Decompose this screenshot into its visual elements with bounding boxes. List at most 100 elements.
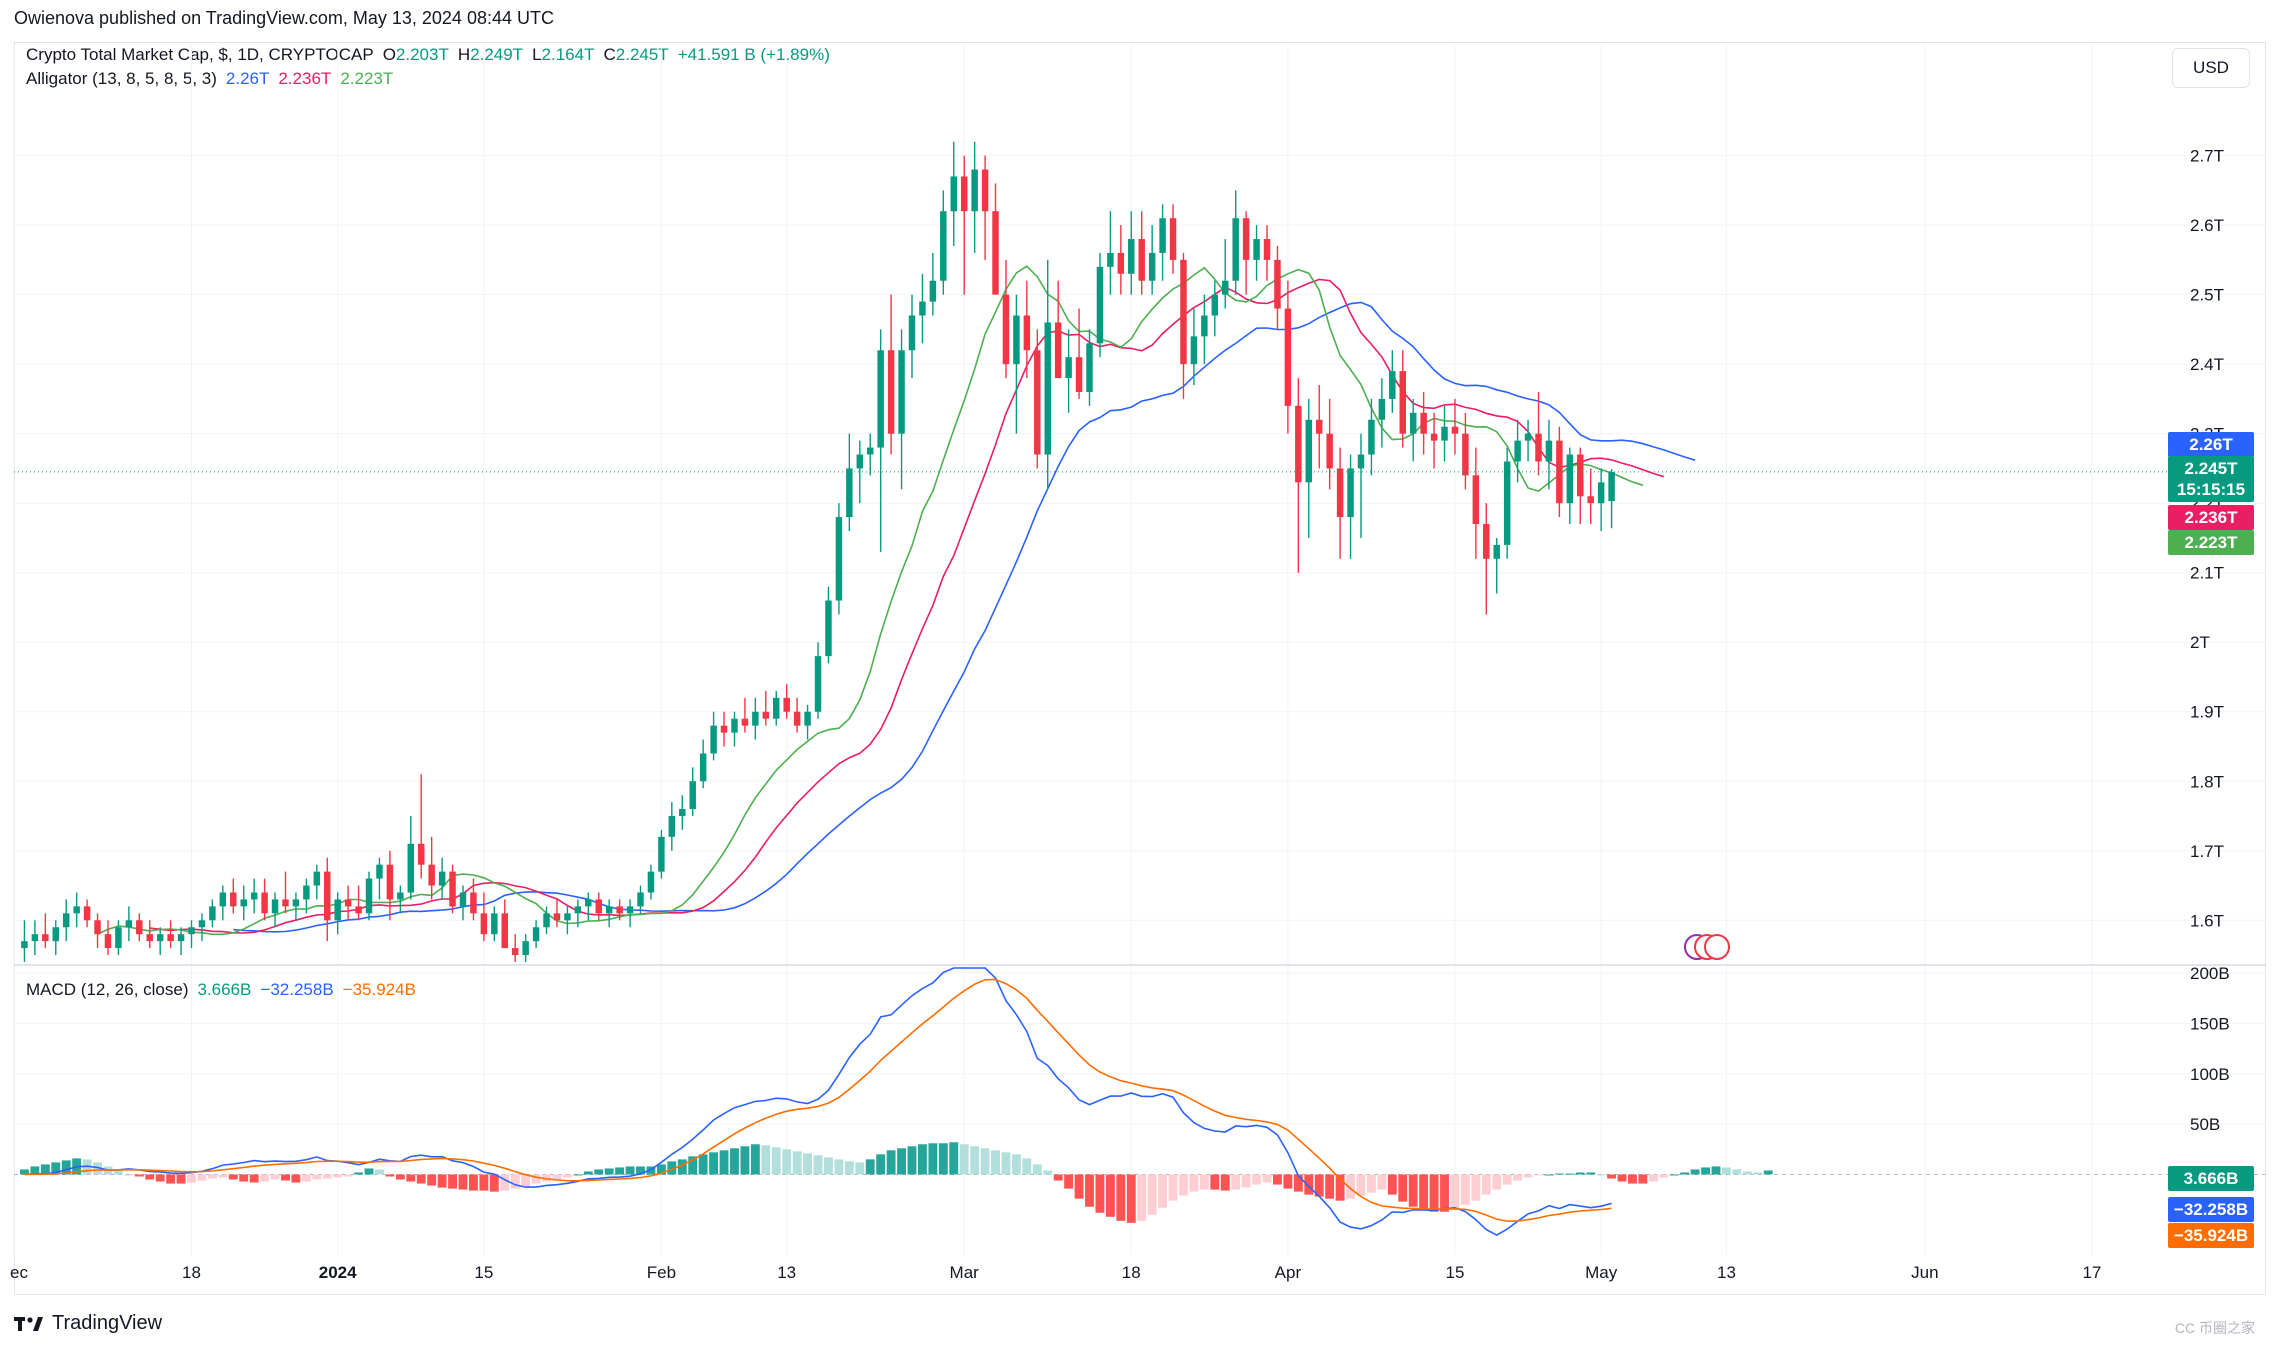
- candle: [1169, 204, 1177, 274]
- candle-body: [125, 920, 133, 928]
- alligator-lips-line: [97, 265, 1644, 936]
- macd-histogram-bar: [218, 1174, 228, 1178]
- candle: [1263, 225, 1271, 281]
- candle-body: [449, 871, 456, 907]
- candle: [188, 920, 195, 949]
- candle-body: [230, 892, 237, 907]
- candle-body: [1503, 461, 1511, 545]
- candle-body: [1107, 252, 1114, 267]
- ohlc-low: 2.164T: [541, 45, 595, 64]
- macd-histogram-bar: [427, 1174, 437, 1186]
- macd-histogram-bar: [1419, 1174, 1429, 1210]
- macd-histogram-bar: [1189, 1174, 1199, 1192]
- candle: [417, 774, 425, 879]
- candle-body: [1566, 454, 1574, 504]
- candle: [1441, 405, 1448, 462]
- alligator-lips-value: 2.223T: [340, 69, 394, 88]
- macd-histogram-bar: [1366, 1174, 1376, 1193]
- macd-histogram-bar: [458, 1174, 468, 1190]
- candle-body: [981, 169, 989, 212]
- candle: [250, 878, 258, 914]
- macd-histogram-bar: [1001, 1152, 1011, 1175]
- macd-legend[interactable]: MACD (12, 26, close) 3.666B −32.258B −35.92…: [26, 980, 425, 1000]
- candle-body: [752, 711, 759, 726]
- candle-body: [334, 899, 341, 921]
- candle-body: [1462, 433, 1469, 476]
- macd-histogram-bar: [1158, 1174, 1168, 1208]
- candle: [355, 885, 362, 921]
- symbol-name[interactable]: Crypto Total Market Cap, $, 1D, CRYPTOCA…: [26, 45, 374, 64]
- candle: [198, 913, 206, 942]
- macd-histogram-bar: [448, 1174, 457, 1189]
- candle-body: [929, 280, 937, 302]
- macd-histogram-bar: [40, 1164, 50, 1175]
- candle-body: [1148, 252, 1156, 281]
- teeth-price-badge: 2.236T: [2168, 505, 2254, 530]
- candle-body: [626, 906, 634, 914]
- macd-histogram-bar: [1460, 1174, 1470, 1205]
- last-price-badge-text: 2.245T: [2185, 459, 2239, 478]
- macd-label[interactable]: MACD (12, 26, close): [26, 980, 189, 999]
- candle: [21, 920, 28, 962]
- macd-histogram-bar: [281, 1174, 290, 1181]
- macd-histogram-bar: [750, 1144, 760, 1175]
- time-axis-label: 2024: [319, 1263, 357, 1282]
- candle-body: [1315, 419, 1323, 434]
- candle-body: [658, 836, 665, 872]
- candle: [877, 329, 884, 552]
- macd-histogram-bar: [1283, 1174, 1293, 1189]
- candle: [104, 920, 112, 956]
- macd-histogram-bar: [406, 1174, 416, 1182]
- candle-body: [428, 864, 435, 886]
- candle: [950, 141, 957, 246]
- candle: [564, 906, 571, 935]
- macd-histogram-bar: [1648, 1174, 1658, 1182]
- macd-histogram-bar: [730, 1148, 739, 1175]
- last-price-badge-text: 15:15:15: [2177, 480, 2245, 499]
- candle: [1451, 398, 1459, 455]
- candle-body: [1524, 433, 1532, 441]
- macd-hist-value: 3.666B: [197, 980, 252, 999]
- macd-histogram-bar: [270, 1174, 280, 1180]
- alligator-label[interactable]: Alligator (13, 8, 5, 8, 5, 3): [26, 69, 217, 88]
- macd-histogram-bar: [824, 1157, 833, 1175]
- macd-histogram-bar: [625, 1166, 635, 1175]
- macd-histogram-bar: [301, 1174, 311, 1182]
- candle: [553, 899, 561, 928]
- macd-histogram-bar: [249, 1174, 259, 1183]
- candle: [324, 857, 331, 942]
- candle-body: [1420, 412, 1427, 434]
- candle: [1608, 469, 1615, 529]
- candle: [887, 294, 895, 455]
- currency-button[interactable]: USD: [2172, 48, 2250, 88]
- macd-histogram-bar: [1032, 1164, 1042, 1175]
- macd-histogram-bar: [333, 1174, 343, 1178]
- macd-histogram-bar: [834, 1159, 844, 1175]
- macd-histogram-bar: [886, 1150, 896, 1175]
- macd-histogram-bar: [740, 1146, 750, 1175]
- candle-body: [438, 871, 446, 886]
- time-axis-label: 13: [1717, 1263, 1736, 1282]
- candle-body: [261, 892, 268, 914]
- candle-body: [83, 906, 91, 921]
- candle: [762, 690, 770, 726]
- candle-body: [908, 315, 916, 351]
- macd-histogram-bar: [364, 1168, 374, 1175]
- candle: [856, 440, 864, 504]
- candle: [908, 294, 916, 379]
- candle: [626, 899, 634, 928]
- price-axis-label: 2.5T: [2190, 286, 2224, 305]
- candle: [1357, 433, 1365, 538]
- candle-body: [417, 843, 425, 865]
- candle-body: [21, 941, 28, 949]
- candle: [783, 683, 790, 719]
- candle-body: [1034, 350, 1041, 455]
- candle-body: [52, 927, 60, 942]
- tradingview-footer[interactable]: TradingView: [14, 1312, 162, 1335]
- symbol-legend[interactable]: Crypto Total Market Cap, $, 1D, CRYPTOCA…: [26, 45, 830, 64]
- alligator-legend[interactable]: Alligator (13, 8, 5, 8, 5, 3) 2.26T 2.236T…: [26, 69, 402, 89]
- macd-histogram-bar: [468, 1174, 478, 1191]
- macd-histogram-bar: [1325, 1174, 1335, 1199]
- macd-histogram-bar: [291, 1174, 301, 1183]
